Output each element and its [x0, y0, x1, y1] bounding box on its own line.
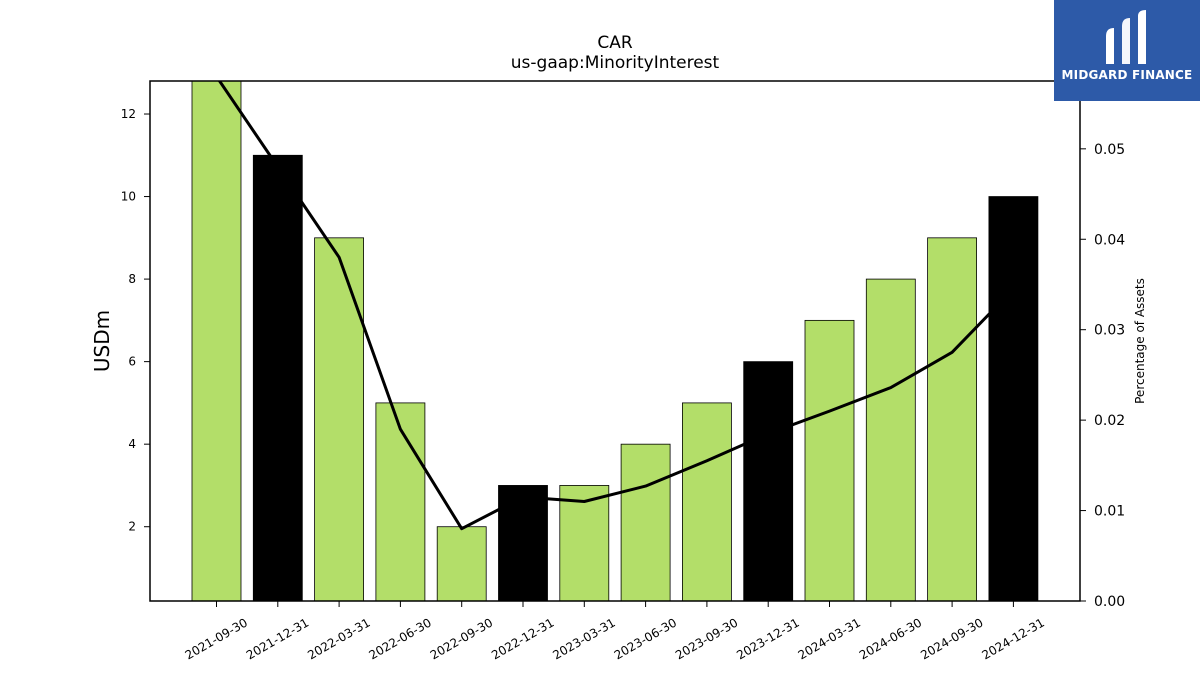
bar-2023-06-30: [620, 443, 671, 601]
y-tick-label: 12: [121, 107, 136, 121]
x-tick-label: 2023-06-30: [612, 615, 679, 662]
chart-subtitle: us-gaap:MinorityInterest: [511, 53, 720, 73]
y-tick-label: 10: [121, 190, 136, 204]
bar-2022-03-31: [314, 237, 365, 601]
y2-tick-label: 0.00: [1094, 594, 1125, 610]
y2-tick-label: 0.02: [1094, 413, 1125, 429]
y-tick-label: 4: [128, 437, 136, 451]
y-axis-left: 2 4 6 8 10 12: [121, 107, 150, 534]
x-tick-label: 2024-03-31: [796, 615, 863, 662]
bar-2022-09-30: [436, 526, 487, 601]
bar-2021-09-30: [191, 81, 242, 601]
x-tick-label: 2022-06-30: [366, 615, 433, 662]
bar-2024-12-31: [988, 196, 1039, 601]
brand-logo: MIDGARD FINANCE: [1054, 0, 1200, 101]
logo-mark-icon: [1106, 10, 1146, 64]
y2-tick-label: 0.03: [1094, 323, 1125, 339]
logo-text: MIDGARD FINANCE: [1061, 68, 1193, 82]
y2-tick-label: 0.01: [1094, 504, 1125, 520]
bar-2022-06-30: [375, 402, 426, 601]
x-tick-label: 2022-03-31: [305, 615, 372, 662]
x-tick-label: 2023-03-31: [550, 615, 617, 662]
x-tick-label: 2022-12-31: [489, 615, 556, 662]
bar-2023-09-30: [682, 402, 732, 601]
bar-2023-03-31: [559, 485, 610, 601]
bar-2024-09-30: [927, 237, 977, 601]
bar-2021-12-31: [252, 154, 303, 601]
x-tick-label: 2024-06-30: [857, 615, 924, 662]
y-axis-right: 0.00 0.01 0.02 0.03 0.04 0.05: [1080, 142, 1125, 610]
bar-2024-03-31: [804, 319, 855, 601]
plot-frame: [149, 80, 1081, 602]
bar-2024-06-30: [865, 278, 916, 601]
x-tick-label: 2024-09-30: [918, 615, 985, 662]
bars-group: [191, 81, 1039, 601]
bar-2022-12-31: [498, 485, 548, 601]
bar-2023-12-31: [743, 361, 794, 601]
line-group: [217, 81, 1015, 531]
x-tick-label: 2023-12-31: [734, 615, 801, 662]
x-tick-label: 2022-09-30: [428, 615, 495, 662]
x-tick-label: 2021-12-31: [244, 615, 311, 662]
x-tick-label: 2023-09-30: [673, 615, 740, 662]
y2-tick-label: 0.05: [1094, 142, 1125, 158]
y-tick-label: 8: [128, 272, 136, 286]
chart-title: CAR: [597, 33, 632, 53]
y2-axis-label: Percentage of Assets: [1133, 278, 1147, 404]
x-axis: 2021-09-302021-12-312022-03-312022-06-30…: [183, 601, 1047, 662]
y2-tick-label: 0.04: [1094, 232, 1125, 248]
x-tick-label: 2024-12-31: [979, 615, 1046, 662]
line-percentage-of-assets: [217, 81, 1015, 531]
y-tick-label: 2: [128, 520, 136, 534]
x-tick-label: 2021-09-30: [183, 615, 250, 662]
y-axis-label: USDm: [90, 310, 114, 372]
y-tick-label: 6: [128, 355, 136, 369]
